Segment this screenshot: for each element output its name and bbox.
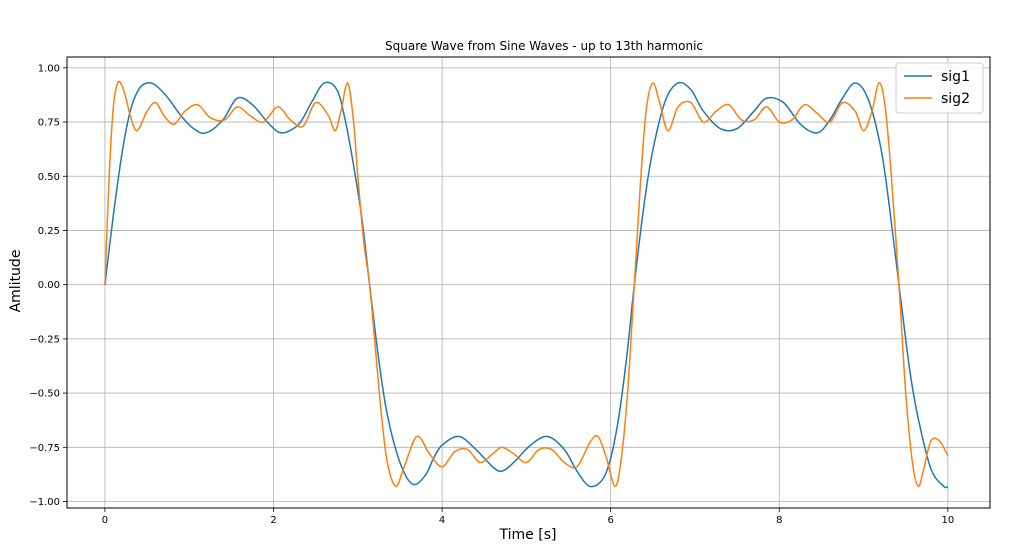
legend-label-sig2: sig2 — [941, 91, 970, 107]
x-tick-label: 10 — [941, 515, 954, 526]
x-tick-label: 6 — [607, 515, 613, 526]
x-tick-label: 8 — [776, 515, 782, 526]
x-tick-label: 2 — [270, 515, 276, 526]
x-axis-label: Time [s] — [499, 527, 557, 543]
y-tick-label: 0.00 — [38, 280, 60, 291]
y-tick-label: 1.00 — [38, 63, 60, 74]
y-tick-label: 0.25 — [38, 226, 60, 237]
x-tick-label: 4 — [439, 515, 445, 526]
series-layer — [104, 80, 949, 489]
series-line-sig2 — [104, 80, 949, 488]
y-tick-label: −0.75 — [29, 443, 60, 454]
chart-title: Square Wave from Sine Waves - up to 13th… — [385, 39, 703, 53]
y-axis-label: Amlitude — [8, 250, 24, 313]
legend: sig1 sig2 — [895, 62, 984, 114]
plot-frame — [66, 56, 991, 509]
x-tick-label: 0 — [102, 515, 108, 526]
y-tick-label: 0.50 — [38, 172, 60, 183]
legend-label-sig1: sig1 — [941, 69, 970, 85]
y-tick-label: −0.25 — [29, 334, 60, 345]
ticks: 0 2 4 6 8 10 1.00 0.75 0.50 0.25 0.00 −0.25 −0.50 −0.… — [29, 63, 954, 526]
y-tick-label: −1.00 — [29, 497, 60, 508]
y-tick-label: 0.75 — [38, 118, 60, 129]
series-line-sig1 — [104, 81, 949, 489]
y-tick-label: −0.50 — [29, 389, 60, 400]
